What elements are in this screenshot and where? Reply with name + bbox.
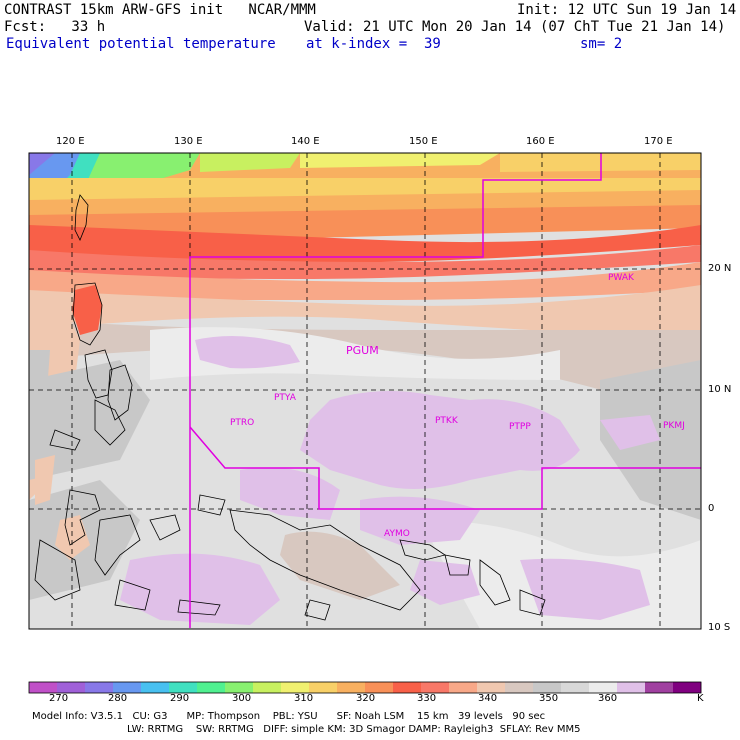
station-pkmj: PKMJ xyxy=(663,421,685,431)
lon-label-130e: 130 E xyxy=(174,136,203,147)
model-info-line1: Model Info: V3.5.1 CU: G3 MP: Thompson P… xyxy=(32,711,546,722)
color-bar-swatch xyxy=(113,682,142,693)
color-bar-swatch xyxy=(253,682,282,693)
model-info-line2: LW: RRTMG SW: RRTMG DIFF: simple KM: 3D … xyxy=(127,724,581,735)
color-bar xyxy=(28,681,702,694)
init-time: Init: 12 UTC Sun 19 Jan 14 xyxy=(517,2,737,18)
cbar-label-270: 270 xyxy=(49,693,69,704)
cbar-label-280: 280 xyxy=(108,693,128,704)
cbar-label-320: 320 xyxy=(356,693,376,704)
field-name: Equivalent potential temperature xyxy=(6,36,276,52)
cbar-label-350: 350 xyxy=(539,693,559,704)
smoothing: sm= 2 xyxy=(580,36,623,52)
station-pgum: PGUM xyxy=(346,344,379,357)
color-bar-swatch xyxy=(309,682,338,693)
region-boundary-south xyxy=(189,426,701,510)
station-ptya: PTYA xyxy=(274,393,296,403)
region-boundary-north xyxy=(189,153,602,628)
color-bar-swatch xyxy=(477,682,506,693)
station-aymo: AYMO xyxy=(384,529,410,539)
cbar-unit: K xyxy=(697,693,704,704)
color-bar-swatch xyxy=(197,682,226,693)
cbar-label-360: 360 xyxy=(598,693,618,704)
color-bar-swatch xyxy=(57,682,86,693)
color-bar-swatch xyxy=(141,682,170,693)
map-frame xyxy=(28,152,702,630)
lat-label-equator: 0 xyxy=(708,503,715,514)
color-bar-swatch xyxy=(421,682,450,693)
color-bar-swatch xyxy=(505,682,534,693)
color-bar-swatch xyxy=(589,682,618,693)
lat-label-20n: 20 N xyxy=(708,263,732,274)
lon-label-120e: 120 E xyxy=(56,136,85,147)
map-field xyxy=(29,153,701,629)
color-bar-frame xyxy=(28,681,702,694)
level-index: at k-index = 39 xyxy=(306,36,441,52)
color-bar-swatch xyxy=(449,682,478,693)
forecast-hour: Fcst: 33 h xyxy=(4,19,106,35)
color-bar-swatch xyxy=(281,682,310,693)
lon-label-160e: 160 E xyxy=(526,136,555,147)
lon-label-170e: 170 E xyxy=(644,136,673,147)
station-pwak: PWAK xyxy=(608,273,634,283)
valid-time: Valid: 21 UTC Mon 20 Jan 14 (07 ChT Tue … xyxy=(304,19,726,35)
color-bar-swatch xyxy=(365,682,394,693)
color-bar-swatch xyxy=(337,682,366,693)
station-ptpp: PTPP xyxy=(509,422,531,432)
color-bar-swatch xyxy=(225,682,254,693)
station-ptro: PTRO xyxy=(230,418,255,428)
lon-label-140e: 140 E xyxy=(291,136,320,147)
color-bar-swatch xyxy=(617,682,646,693)
color-bar-swatch xyxy=(533,682,562,693)
lon-label-150e: 150 E xyxy=(409,136,438,147)
coastlines xyxy=(34,194,546,621)
color-bar-swatch xyxy=(561,682,590,693)
cbar-label-330: 330 xyxy=(417,693,437,704)
lat-lon-grid xyxy=(29,153,701,629)
color-bar-swatch xyxy=(85,682,114,693)
color-bar-swatch xyxy=(169,682,198,693)
station-ptkk: PTKK xyxy=(435,416,458,426)
cbar-label-340: 340 xyxy=(478,693,498,704)
cbar-label-310: 310 xyxy=(294,693,314,704)
cbar-label-300: 300 xyxy=(232,693,252,704)
color-bar-swatch xyxy=(645,682,674,693)
color-bar-swatch xyxy=(673,682,702,693)
lat-label-10s: 10 S xyxy=(708,622,731,633)
lat-label-10n: 10 N xyxy=(708,384,732,395)
cbar-label-290: 290 xyxy=(170,693,190,704)
color-bar-swatch xyxy=(29,682,58,693)
color-bar-swatch xyxy=(393,682,422,693)
model-title: CONTRAST 15km ARW-GFS init NCAR/MMM xyxy=(4,2,316,18)
